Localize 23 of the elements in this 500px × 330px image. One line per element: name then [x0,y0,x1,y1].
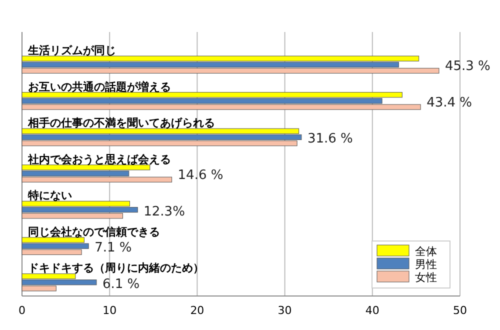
x-tick-label: 10 [102,304,117,317]
y-tick-label: お互いの共通の話題が増える [28,80,171,94]
x-tick-label: 20 [190,304,204,317]
data-label: 45.3 % [444,59,490,74]
legend-label: 全体 [415,245,437,258]
data-label: 7.1 % [94,240,132,256]
x-tick-label: 30 [278,304,292,317]
y-tick-label: 相手の仕事の不満を聞いてあげられる [27,116,215,130]
legend-label: 女性 [415,271,437,284]
x-tick-label: 0 [18,304,26,317]
data-label: 31.6 % [307,132,353,147]
y-tick-label: 同じ会社なので信頼できる [28,225,160,238]
data-label: 6.1 % [102,276,140,292]
y-tick-label: 社内で会おうと思えば会える [27,152,171,166]
x-tick-label: 50 [453,304,467,317]
y-tick-label: ドキドキする（周りに内緒のため） [28,262,204,275]
data-label: 43.4 % [426,95,472,110]
y-tick-label: 生活リズムが同じ [27,44,116,57]
data-label: 12.3% [144,204,185,220]
y-tick-label: 特にない [27,189,72,202]
data-label: 14.6 % [178,168,224,183]
legend-label: 男性 [415,258,437,271]
x-tick-label: 40 [365,304,380,317]
